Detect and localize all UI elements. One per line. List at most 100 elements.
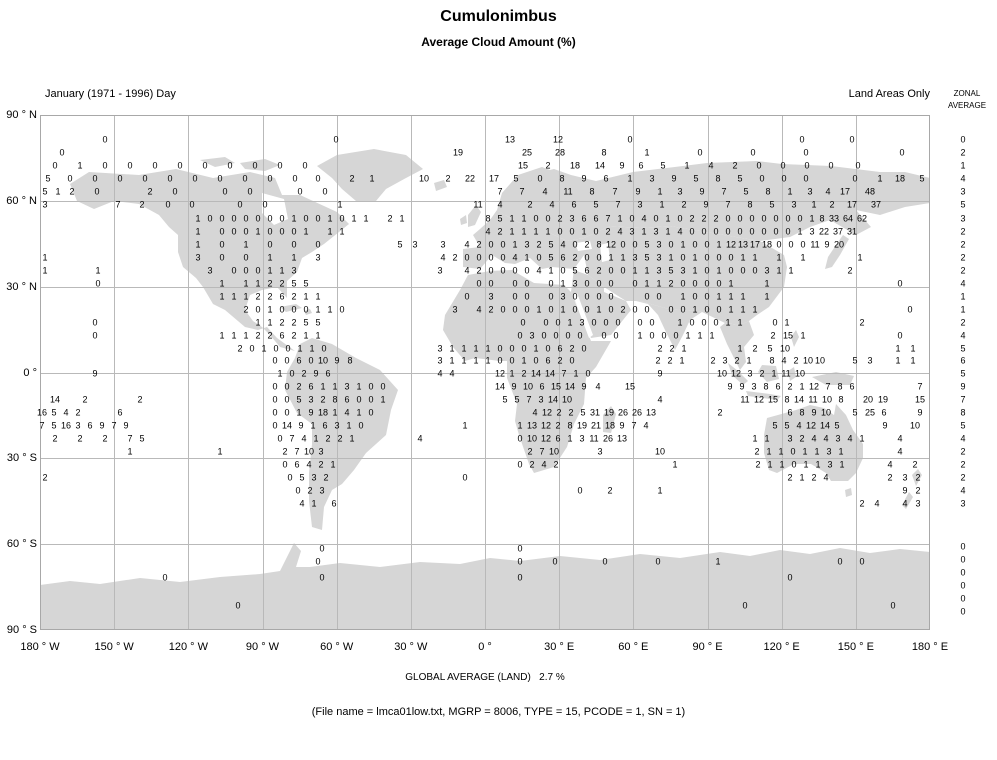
zonal-average-value: 2 bbox=[960, 147, 966, 158]
grid-value: 0 bbox=[585, 368, 591, 379]
x-axis-label: 150 ° W bbox=[94, 641, 134, 653]
grid-value: 0 bbox=[189, 199, 195, 210]
grid-value: 2 bbox=[237, 343, 243, 354]
zonal-average-header: ZONAL AVERAGE bbox=[938, 88, 996, 112]
grid-value: 0 bbox=[464, 291, 470, 302]
grid-value: 10 bbox=[716, 368, 728, 379]
grid-value: 9 bbox=[657, 368, 663, 379]
grid-value: 0 bbox=[517, 433, 523, 444]
grid-value: 15 bbox=[624, 381, 636, 392]
grid-value: 0 bbox=[59, 147, 65, 158]
grid-value: 4 bbox=[560, 239, 566, 250]
grid-value: 5 bbox=[497, 213, 503, 224]
grid-value: 0 bbox=[785, 213, 791, 224]
grid-value: 0 bbox=[207, 213, 213, 224]
grid-value: 3 bbox=[680, 265, 686, 276]
grid-value: 6 bbox=[557, 343, 563, 354]
grid-value: 37 bbox=[832, 226, 844, 237]
grid-value: 0 bbox=[237, 199, 243, 210]
grid-value: 0 bbox=[541, 330, 547, 341]
grid-value: 0 bbox=[797, 213, 803, 224]
grid-value: 0 bbox=[295, 485, 301, 496]
y-axis-label: 90 ° S bbox=[6, 624, 37, 636]
grid-value: 6 bbox=[571, 199, 577, 210]
x-axis-label: 90 ° E bbox=[692, 641, 723, 653]
grid-value: 0 bbox=[537, 173, 543, 184]
grid-value: 0 bbox=[601, 330, 607, 341]
grid-value: 1 bbox=[536, 304, 542, 315]
grid-value: 17 bbox=[846, 199, 858, 210]
grid-value: 11 bbox=[810, 239, 820, 250]
grid-value: 1 bbox=[839, 459, 845, 470]
grid-value: 2 bbox=[267, 330, 273, 341]
grid-value: 0 bbox=[565, 330, 571, 341]
grid-value: 2 bbox=[476, 265, 482, 276]
grid-value: 3 bbox=[915, 498, 921, 509]
grid-value: 0 bbox=[243, 252, 249, 263]
zonal-average-value: 4 bbox=[960, 173, 966, 184]
grid-value: 0 bbox=[272, 355, 278, 366]
grid-value: 1 bbox=[728, 291, 734, 302]
grid-value: 0 bbox=[500, 304, 506, 315]
grid-value: 3 bbox=[42, 199, 48, 210]
grid-value: 0 bbox=[356, 394, 362, 405]
grid-value: 2 bbox=[859, 317, 865, 328]
zonal-average-value: 2 bbox=[960, 446, 966, 457]
grid-value: 0 bbox=[899, 147, 905, 158]
grid-value: 0 bbox=[756, 160, 762, 171]
grid-value: 1 bbox=[195, 226, 201, 237]
grid-value: 8 bbox=[589, 186, 595, 197]
grid-value: 8 bbox=[838, 394, 844, 405]
grid-value: 10 bbox=[654, 446, 666, 457]
grid-value: 0 bbox=[790, 446, 796, 457]
grid-value: 0 bbox=[572, 239, 578, 250]
grid-value: 0 bbox=[629, 213, 635, 224]
grid-value: 9 bbox=[739, 381, 745, 392]
grid-value: 1 bbox=[778, 446, 784, 457]
grid-value: 1 bbox=[127, 446, 133, 457]
grid-value: 3 bbox=[315, 252, 321, 263]
grid-value: 0 bbox=[749, 213, 755, 224]
grid-value: 1 bbox=[195, 239, 201, 250]
grid-value: 4 bbox=[440, 252, 446, 263]
grid-value: 6 bbox=[279, 291, 285, 302]
grid-value: 1 bbox=[617, 213, 623, 224]
grid-value: 0 bbox=[92, 330, 98, 341]
grid-value: 4 bbox=[811, 433, 817, 444]
grid-value: 10 bbox=[802, 355, 814, 366]
grid-value: 4 bbox=[708, 160, 714, 171]
grid-value: 0 bbox=[692, 291, 698, 302]
grid-value: 1 bbox=[776, 265, 782, 276]
grid-value: 2 bbox=[732, 160, 738, 171]
grid-value: 2 bbox=[717, 407, 723, 418]
grid-value: 5 bbox=[834, 420, 840, 431]
grid-value: 8 bbox=[819, 213, 825, 224]
grid-value: 1 bbox=[728, 278, 734, 289]
grid-value: 0 bbox=[773, 213, 779, 224]
grid-value: 3 bbox=[440, 239, 446, 250]
grid-value: 0 bbox=[692, 239, 698, 250]
grid-value: 2 bbox=[337, 433, 343, 444]
grid-value: 10 bbox=[303, 446, 315, 457]
grid-value: 31 bbox=[846, 226, 858, 237]
zonal-average-value: 2 bbox=[960, 459, 966, 470]
island-philippines bbox=[791, 330, 799, 347]
grid-value: 4 bbox=[542, 186, 548, 197]
grid-value: 0 bbox=[272, 394, 278, 405]
grid-value: 8 bbox=[747, 199, 753, 210]
grid-value: 0 bbox=[315, 556, 321, 567]
grid-value: 0 bbox=[572, 291, 578, 302]
zonal-average-value: 5 bbox=[960, 343, 966, 354]
grid-value: 2 bbox=[147, 186, 153, 197]
y-axis-label: 90 ° N bbox=[6, 109, 37, 121]
grid-value: 18 bbox=[894, 173, 906, 184]
grid-value: 0 bbox=[488, 265, 494, 276]
grid-value: 0 bbox=[677, 213, 683, 224]
grid-value: 0 bbox=[243, 265, 249, 276]
island-japan bbox=[825, 235, 849, 269]
grid-value: 14 bbox=[819, 420, 831, 431]
grid-value: 0 bbox=[339, 304, 345, 315]
grid-value: 1 bbox=[255, 317, 261, 328]
grid-value: 4 bbox=[63, 407, 69, 418]
